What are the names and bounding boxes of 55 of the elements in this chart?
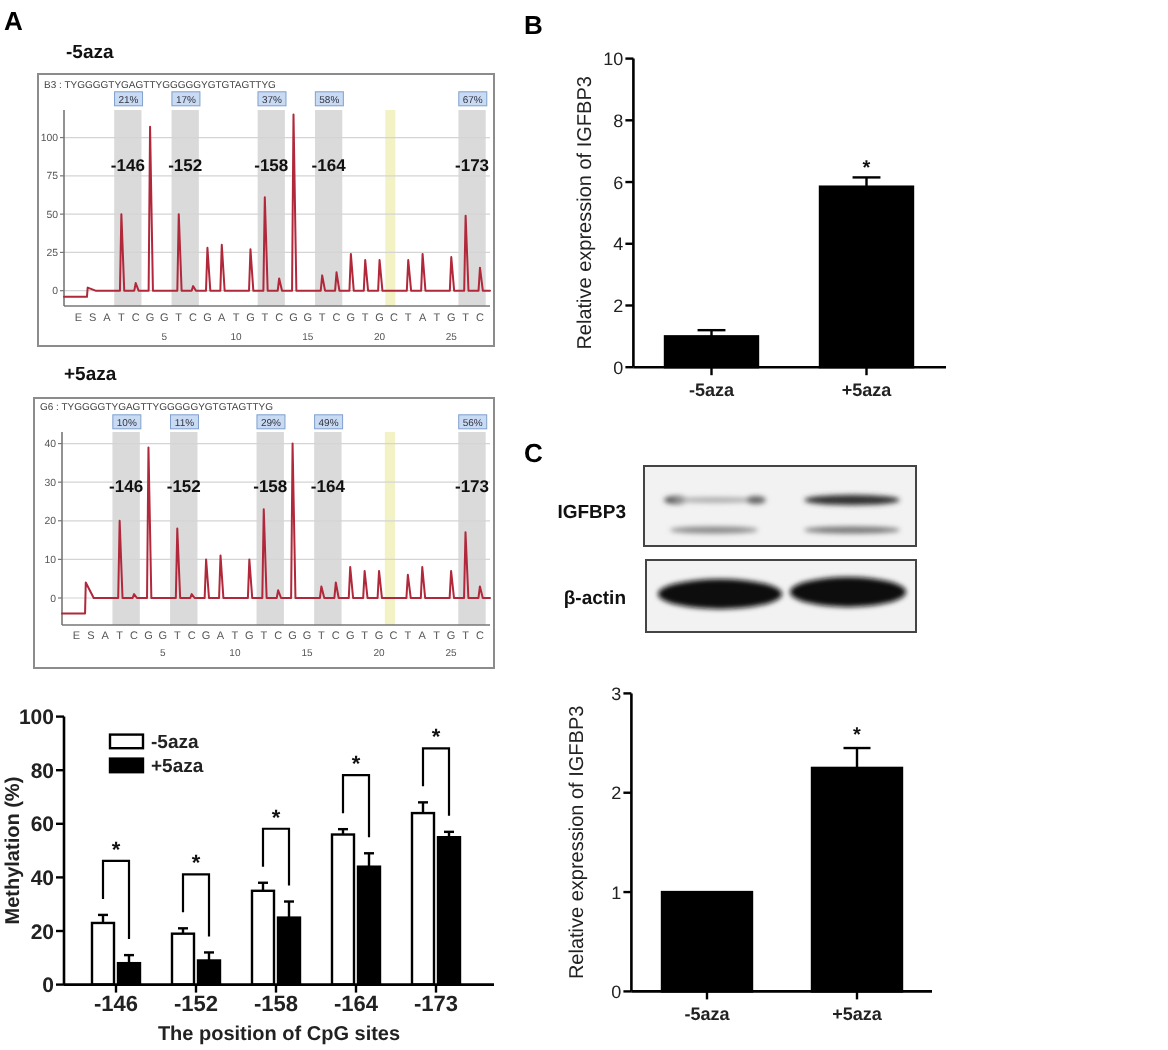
band-label: -164	[311, 154, 347, 175]
text: B	[524, 10, 543, 40]
text: β-actin	[563, 588, 627, 610]
x-tick-label: -152	[173, 993, 219, 1017]
x-tick-label: -164	[333, 993, 380, 1017]
band-label: -158	[253, 476, 288, 497]
y-tick-label: 0	[611, 981, 622, 1002]
y-tick-label: 2	[613, 295, 624, 316]
chart-title: -5aza	[66, 42, 115, 64]
y-tick-label: 2	[611, 783, 622, 804]
legend-label: +5aza	[151, 755, 205, 778]
legend-label: -5aza	[151, 731, 200, 754]
y-tick-label: 20	[30, 920, 55, 945]
y-tick-label: 80	[30, 759, 55, 784]
annotation: *	[111, 838, 122, 863]
annotation: *	[351, 753, 362, 778]
y-tick-label: 1	[611, 882, 622, 903]
y-tick-label: 0	[42, 974, 55, 999]
annotation: *	[853, 725, 862, 748]
annotation: *	[191, 852, 202, 877]
line-series	[61, 442, 491, 615]
annotation: *	[271, 806, 282, 831]
x-axis-title: The position of CpG sites	[157, 1024, 401, 1046]
x-tick-label: -173	[413, 993, 459, 1017]
y-tick-label: 3	[611, 683, 622, 704]
band-label: -173	[455, 154, 490, 175]
y-tick-label: 0	[613, 357, 624, 378]
y-axis-title: Methylation (%)	[3, 776, 25, 925]
x-tick-label: +5aza	[832, 1004, 884, 1024]
y-tick-label: 10	[603, 49, 624, 70]
x-tick-label: -5aza	[684, 1004, 732, 1024]
y-axis-title: Relative expression of IGFBP3	[567, 704, 589, 980]
band-label: -152	[166, 476, 202, 497]
text: A	[4, 6, 24, 36]
y-axis-title: Relative expression of IGFBP3	[575, 75, 597, 350]
band-label: -146	[109, 476, 144, 497]
band-label: -173	[454, 476, 490, 497]
x-tick-label: -146	[93, 993, 139, 1017]
text: IGFBP3	[557, 502, 626, 524]
y-tick-label: 4	[613, 234, 624, 255]
text: C	[524, 438, 544, 468]
annotation: *	[431, 726, 442, 751]
y-tick-label: 8	[613, 110, 624, 131]
y-tick-label: 60	[30, 813, 55, 838]
annotation: *	[862, 158, 871, 181]
x-tick-label: -158	[253, 993, 299, 1017]
y-tick-label: 100	[18, 706, 55, 731]
band-label: -152	[168, 154, 203, 175]
y-tick-label: 6	[613, 172, 624, 193]
chart-title: +5aza	[64, 364, 118, 386]
band-label: -158	[254, 154, 289, 175]
line-series	[63, 113, 491, 298]
y-tick-label: 40	[30, 866, 55, 891]
band-label: -146	[110, 154, 146, 175]
band-label: -164	[310, 476, 346, 497]
